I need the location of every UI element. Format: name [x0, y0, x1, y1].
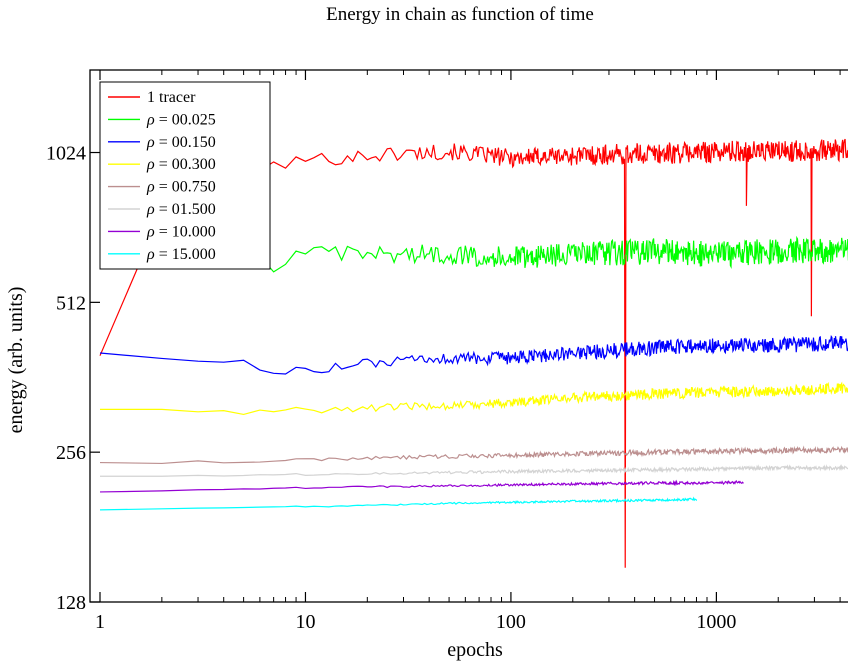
- legend-label-6: ρ = 10.000: [146, 223, 216, 240]
- chart-title: Energy in chain as function of time: [326, 4, 594, 25]
- legend-label-3: ρ = 00.300: [146, 156, 216, 173]
- legend-label-5: ρ = 01.500: [146, 201, 216, 218]
- ticks-layer: 1 10 100 1000 128 256 512 1024: [46, 70, 841, 633]
- series-line-7: [99, 496, 698, 511]
- legend-label-1: ρ = 00.025: [146, 111, 216, 128]
- series-layer: [99, 138, 848, 568]
- legend-label-0: 1 tracer: [147, 89, 196, 106]
- x-tick-label-1: 10: [295, 611, 315, 633]
- y-tick-label-3: 1024: [46, 143, 86, 165]
- y-tick-label-0: 128: [56, 592, 86, 614]
- x-axis-title: epochs: [447, 639, 503, 661]
- series-line-4: [99, 445, 848, 465]
- x-tick-label-0: 1: [95, 611, 105, 633]
- legend-label-7: ρ = 15.000: [146, 246, 216, 263]
- y-tick-label-1: 256: [56, 442, 86, 464]
- series-line-1: [99, 225, 848, 273]
- series-line-5: [100, 464, 848, 477]
- x-tick-label-3: 1000: [696, 611, 736, 633]
- legend: 1 tracer ρ = 00.025 ρ = 00.150 ρ = 00.300 ρ …: [99, 81, 271, 270]
- series-line-6: [99, 479, 744, 493]
- y-tick-label-2: 512: [56, 292, 86, 314]
- legend-box: [99, 81, 271, 270]
- x-tick-label-2: 100: [496, 611, 526, 633]
- series-line-2: [99, 335, 848, 375]
- series-line-0: [99, 138, 848, 568]
- legend-label-2: ρ = 00.150: [146, 134, 216, 151]
- plot-frame: [89, 69, 848, 603]
- y-axis-title: energy (arb. units): [5, 287, 27, 434]
- legend-label-4: ρ = 00.750: [146, 179, 216, 196]
- series-line-3: [100, 381, 848, 416]
